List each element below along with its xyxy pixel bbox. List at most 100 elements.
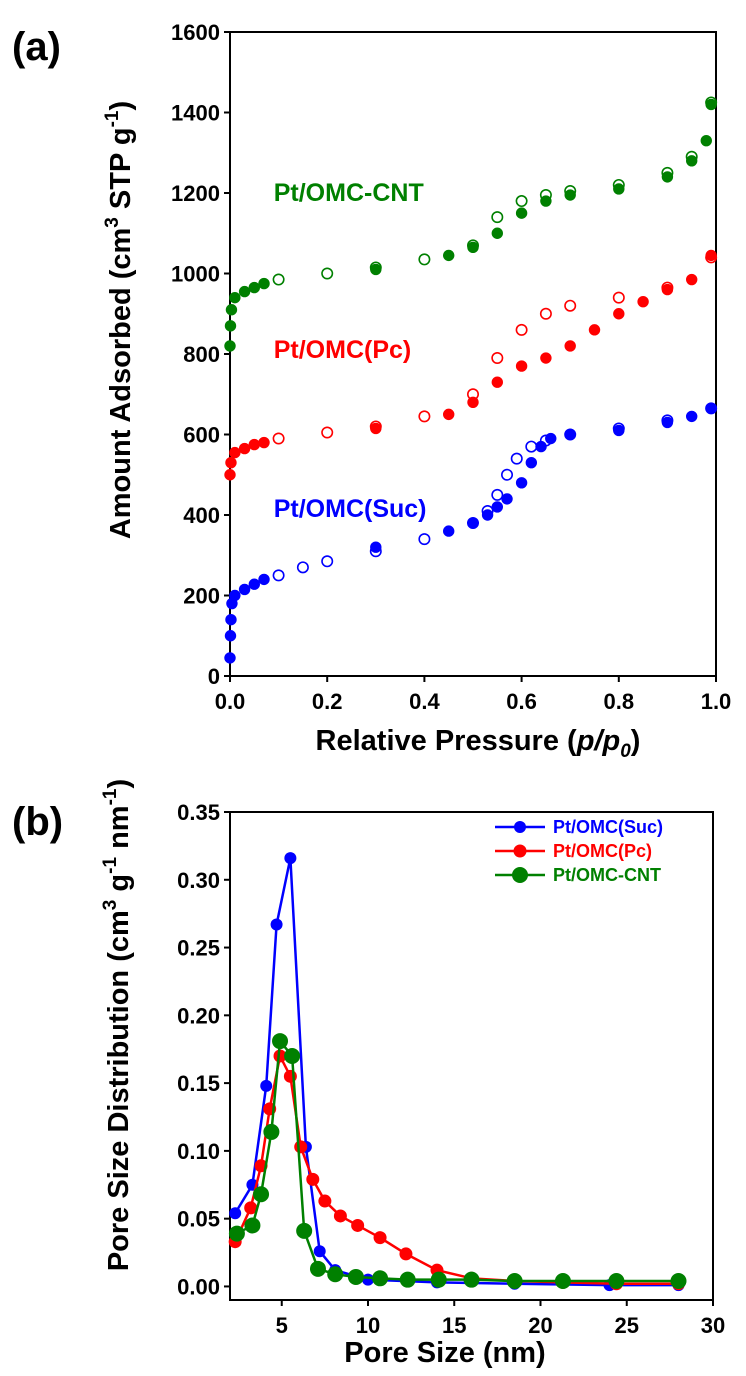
- panel-b-y-tick-label: 0.15: [177, 1071, 220, 1096]
- data-point: [228, 1225, 245, 1242]
- data-point: [306, 1172, 320, 1186]
- adsorption-point: [705, 402, 717, 415]
- desorption-point: [321, 267, 334, 280]
- data-point: [273, 1049, 287, 1063]
- adsorption-point: [661, 283, 674, 296]
- adsorption-point: [258, 436, 270, 449]
- adsorption-point: [248, 281, 261, 294]
- adsorption-point: [238, 442, 251, 455]
- panel-a-x-axis-label: Relative Pressure (p/p0): [316, 725, 641, 762]
- adsorption-point: [229, 446, 241, 459]
- desorption-point: [272, 432, 285, 445]
- panel-b-y-tick-label: 0.30: [177, 868, 220, 893]
- adsorption-point: [613, 183, 625, 195]
- legend-swatch-marker: [512, 867, 528, 883]
- data-point: [670, 1273, 687, 1290]
- legend-label: Pt/OMC(Suc): [553, 817, 663, 837]
- panel-a-x-tick-label: 0.0: [215, 689, 246, 714]
- data-point: [506, 1273, 523, 1290]
- data-point: [244, 1201, 258, 1215]
- desorption-point: [272, 273, 285, 286]
- desorption-point: [525, 440, 538, 453]
- adsorption-point: [588, 324, 601, 336]
- data-point: [263, 1123, 280, 1140]
- adsorption-point: [225, 456, 237, 469]
- annotation-pt-omc-pc: Pt/OMC(Pc): [274, 336, 412, 364]
- panel-b-x-tick-label: 10: [356, 1313, 380, 1338]
- adsorption-point: [229, 291, 241, 304]
- adsorption-point: [467, 241, 479, 254]
- desorption-point: [501, 468, 514, 481]
- adsorption-point: [613, 308, 625, 320]
- data-point: [296, 1222, 313, 1239]
- panel-a-y-tick-label: 1200: [171, 181, 220, 206]
- panel-b-series: [228, 852, 687, 1292]
- adsorption-point: [501, 493, 513, 505]
- adsorption-point: [705, 249, 717, 262]
- adsorption-point: [238, 285, 251, 298]
- desorption-point: [491, 352, 504, 365]
- panel-a-y-tick-label: 400: [183, 503, 220, 528]
- panel-b-y-tick-label: 0.05: [177, 1207, 220, 1232]
- desorption-point: [491, 211, 504, 224]
- panel-a-x-tick-label: 1.0: [701, 689, 732, 714]
- adsorption-point: [491, 227, 503, 239]
- desorption-point: [418, 533, 431, 546]
- desorption-point: [418, 253, 431, 266]
- adsorption-point: [613, 424, 625, 437]
- desorption-point: [321, 426, 334, 439]
- adsorption-point: [443, 408, 455, 421]
- adsorption-point: [248, 438, 261, 451]
- adsorption-point: [224, 469, 236, 481]
- data-point: [399, 1271, 416, 1288]
- panel-a-y-tick-label: 200: [183, 584, 220, 609]
- panel-b-x-tick-label: 25: [615, 1313, 639, 1338]
- adsorption-point: [258, 277, 270, 290]
- panel-b-y-tick-label: 0.25: [177, 936, 220, 961]
- legend-swatch-marker: [513, 844, 527, 858]
- adsorption-point: [443, 525, 455, 537]
- adsorption-point: [225, 304, 238, 316]
- panel-b-x-tick-label: 20: [528, 1313, 552, 1338]
- adsorption-point: [525, 456, 538, 469]
- desorption-point: [564, 299, 577, 312]
- adsorption-point: [515, 360, 528, 372]
- panel-b-axes: 5 10 15 20 25 30 0.00 0.05 0.10 0.15 0.20 0.25 0.30 0…: [177, 800, 725, 1338]
- panel-a-x-tick-label: 0.2: [312, 689, 343, 714]
- panel-a-x-tick-label: 0.4: [409, 689, 440, 714]
- legend-item-pt-omc-cnt: Pt/OMC-CNT: [495, 865, 661, 885]
- adsorption-point: [540, 352, 552, 364]
- desorption-point: [510, 452, 523, 465]
- desorption-point: [296, 561, 309, 574]
- panel-a-isotherm-chart: (a) 0.0 0.2 0.4 0.6 0.8 1.0 0 200 400 600 800 1000 1…: [12, 20, 731, 762]
- legend-swatch-marker: [514, 821, 526, 833]
- adsorption-point: [686, 155, 698, 167]
- data-point: [229, 1207, 242, 1220]
- panel-a-y-tick-label: 800: [183, 342, 220, 367]
- legend-label: Pt/OMC(Pc): [553, 841, 652, 861]
- adsorption-point: [443, 249, 455, 262]
- data-point: [260, 1079, 273, 1092]
- desorption-point: [272, 569, 285, 582]
- adsorption-point: [686, 273, 698, 286]
- data-point: [372, 1270, 389, 1287]
- adsorption-point: [515, 207, 528, 219]
- adsorption-point: [661, 416, 674, 429]
- series-pt-omc-pc: [224, 249, 718, 481]
- panel-a-y-tick-label: 1400: [171, 101, 220, 126]
- desorption-point: [515, 195, 528, 208]
- panel-a-series: [224, 96, 718, 664]
- legend-item-pt-omc-suc: Pt/OMC(Suc): [495, 817, 663, 837]
- data-point: [284, 1048, 301, 1064]
- adsorption-point: [248, 578, 261, 590]
- panel-b-x-tick-label: 30: [701, 1313, 725, 1338]
- data-point: [333, 1209, 347, 1223]
- adsorption-point: [700, 134, 712, 147]
- panel-a-x-tick-label: 0.8: [604, 689, 635, 714]
- data-point: [253, 1186, 270, 1203]
- desorption-point: [418, 410, 431, 423]
- adsorption-point: [370, 263, 382, 276]
- desorption-point: [491, 488, 504, 501]
- panel-a-annotations: Pt/OMC-CNT Pt/OMC(Pc) Pt/OMC(Suc): [274, 179, 427, 523]
